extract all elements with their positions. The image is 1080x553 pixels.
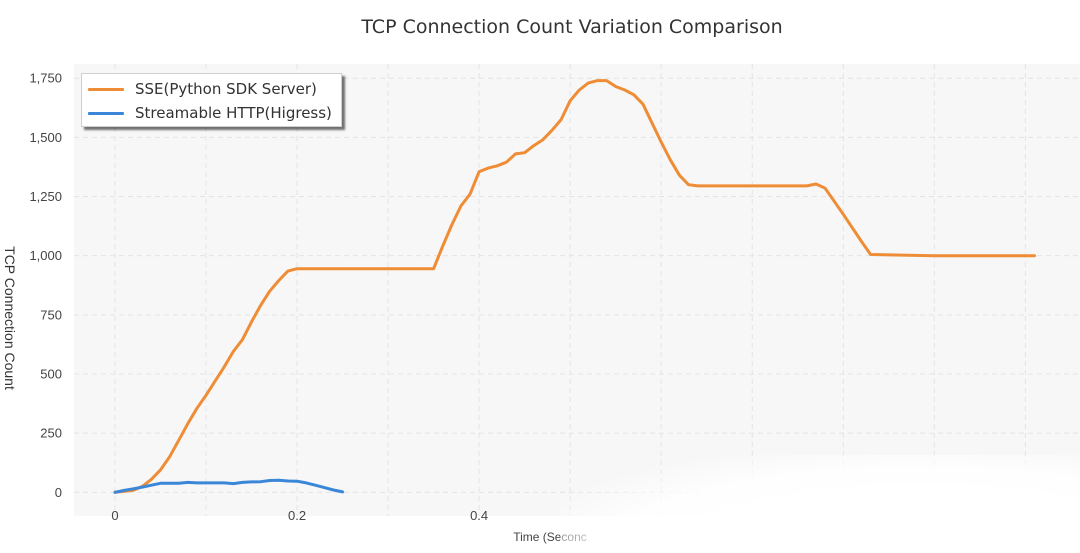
y-tick-label: 1,000	[29, 248, 62, 263]
y-axis-label: TCP Connection Count	[2, 246, 18, 390]
y-tick-label: 250	[40, 426, 62, 441]
series-line-sse	[113, 79, 1036, 494]
y-tick-label: 1,750	[29, 71, 62, 86]
legend-swatch-streamable-http	[88, 111, 124, 115]
plot-background	[74, 64, 1080, 516]
series-lines	[113, 79, 1036, 494]
x-tick-label: 0.2	[288, 508, 306, 523]
legend: SSE(Python SDK Server) Streamable HTTP(H…	[81, 73, 342, 127]
y-tick-label: 500	[40, 367, 62, 382]
y-tick-label: 750	[40, 307, 62, 322]
plot-area	[74, 64, 1080, 516]
x-axis-label: Time (Seconc	[513, 530, 587, 544]
legend-label-sse: SSE(Python SDK Server)	[135, 80, 317, 98]
chart-title: TCP Connection Count Variation Compariso…	[361, 16, 783, 38]
y-tick-label: 0	[55, 485, 62, 500]
x-tick-label: 0	[111, 508, 118, 523]
legend-label-streamable-http: Streamable HTTP(Higress)	[135, 104, 332, 122]
y-tick-label: 1,250	[29, 189, 62, 204]
legend-swatch-sse	[88, 87, 124, 91]
x-tick-label: 0.4	[470, 508, 488, 523]
tick-labels: 0 250 500 750 1,000 1,250 1,500 1,750 0 0.2 0.4	[29, 71, 488, 523]
legend-entry-sse: SSE(Python SDK Server)	[82, 77, 341, 101]
y-tick-label: 1,500	[29, 130, 62, 145]
series-line-streamable-http	[113, 478, 345, 494]
legend-entry-streamable-http: Streamable HTTP(Higress)	[82, 101, 341, 125]
